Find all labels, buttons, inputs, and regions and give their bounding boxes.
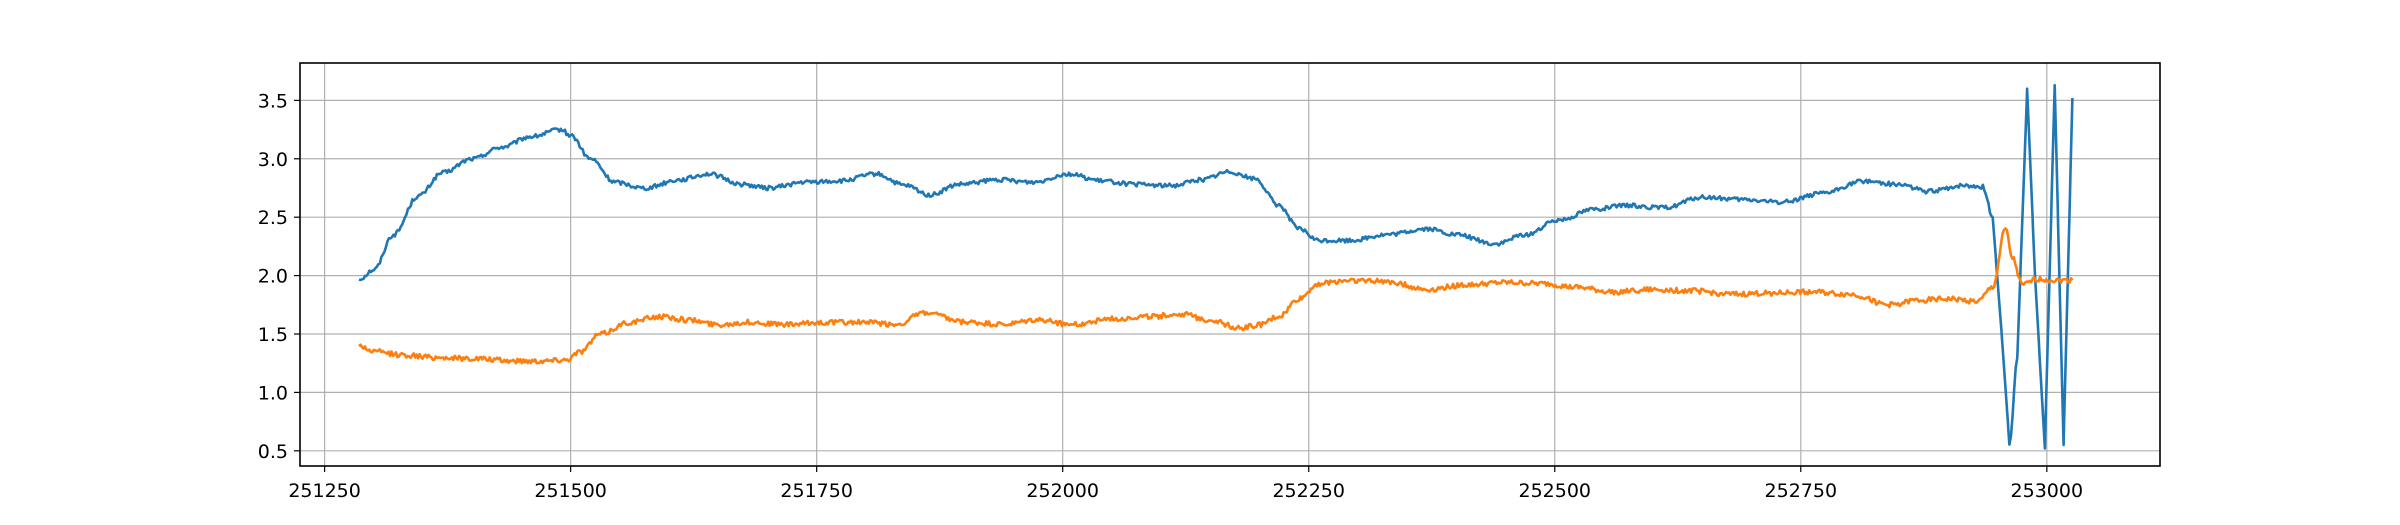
x-tick-label: 252750 [1765,480,1838,502]
series-group [358,83,2074,450]
x-tick-label: 253000 [2011,480,2084,502]
series-line-1 [358,83,2074,450]
plot-frame [299,62,2161,467]
axis-ticks [294,99,2048,472]
x-tick-label: 251500 [534,480,607,502]
y-tick-label: 1.0 [258,382,288,404]
x-tick-label: 251750 [780,480,853,502]
x-tick-label: 252250 [1272,480,1345,502]
tick-labels: 251250 251500 251750 252000 252250 252500 2527… [258,90,2083,502]
y-tick-label: 3.5 [258,90,288,112]
series-line-2 [358,227,2074,365]
x-tick-label: 252500 [1518,480,1591,502]
y-tick-label: 2.0 [258,266,288,288]
grid-lines [300,63,2160,466]
y-tick-label: 2.5 [258,207,288,229]
y-tick-label: 1.5 [258,324,288,346]
x-tick-label: 251250 [288,480,361,502]
x-tick-label: 252000 [1026,480,1099,502]
y-tick-label: 3.0 [258,149,288,171]
y-tick-label: 0.5 [258,441,288,463]
